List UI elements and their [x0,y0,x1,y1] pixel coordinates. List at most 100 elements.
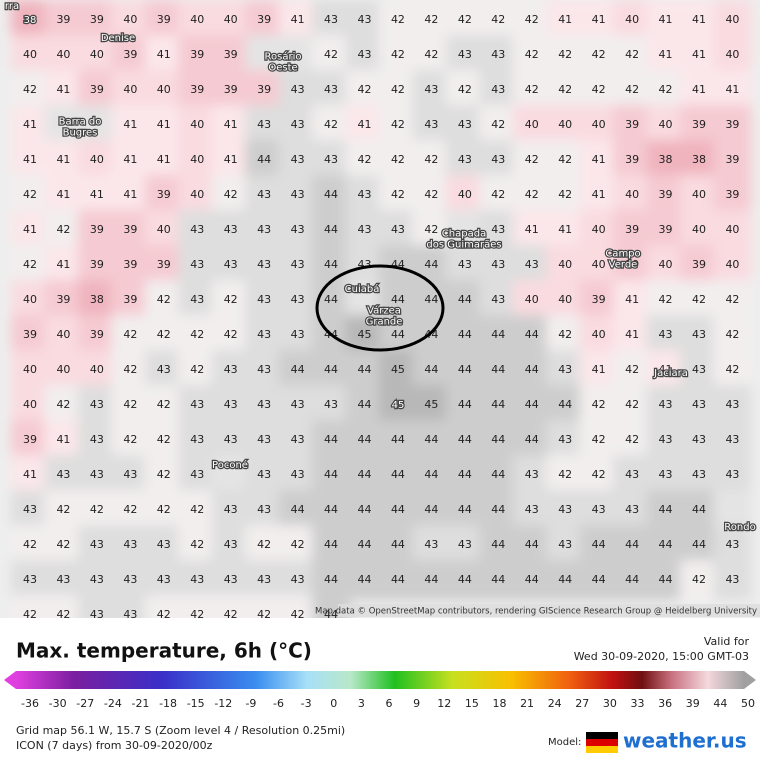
temp-value: 41 [692,83,706,96]
legend-title: Max. temperature, 6h (°C) [16,639,312,663]
temp-cell [278,280,317,320]
temp-value: 38 [659,153,673,166]
temp-cell [579,35,618,75]
temp-cell [412,350,451,390]
temp-value: 43 [190,573,204,586]
temp-value: 42 [123,363,137,376]
temp-cell [11,35,49,75]
place-labels: rra Denise Rosário Oeste Barra do Bugres Chapa… [4,0,757,534]
temp-value: 40 [23,293,37,306]
temp-value: 44 [358,433,372,446]
temp-cell [579,70,618,110]
temp-cell [312,525,351,565]
temp-value: 39 [90,13,104,26]
temp-cell [412,140,451,180]
temp-value: 42 [23,188,37,201]
grid-info: Grid map 56.1 W, 15.7 S (Zoom level 4 / … [16,724,345,737]
temp-cell [77,315,116,355]
temp-value: 39 [625,258,639,271]
brand: weather.us [623,729,747,753]
place-label: Chapada dos Guimarães [426,229,501,251]
temp-cell [345,70,384,110]
temp-cell [579,245,618,285]
temp-value: 42 [358,153,372,166]
temp-value: 42 [424,48,438,61]
temp-cell [646,140,685,180]
temp-cell [646,175,685,215]
temp-cell [44,525,83,565]
temp-cell [713,525,752,565]
temp-cell [245,525,284,565]
temp-cell [245,280,284,320]
temp-cell [345,105,384,145]
label-line: Grande [366,317,403,328]
temp-cell [512,525,551,565]
value-grid: 38 39 39 40 39 40 40 39 41 43 43 42 42 42 42 42 41 41 40 41… [22,13,739,621]
temp-value: 42 [525,188,539,201]
temp-value: 40 [190,118,204,131]
temp-cell [613,210,652,250]
temp-cell [546,175,585,215]
temp-value: 44 [391,433,405,446]
temp-cell [312,350,351,390]
temp-cell [44,455,83,495]
temp-value: 39 [592,293,606,306]
temp-value: 40 [90,153,104,166]
colorbar-label: 27 [575,697,589,710]
temp-value: 43 [491,83,505,96]
temp-value: 41 [625,328,639,341]
temp-cell [713,140,752,180]
temp-cell [713,560,752,600]
temp-cell [713,490,752,530]
temp-cell [178,105,217,145]
temp-cell [646,105,685,145]
temp-cell [144,105,183,145]
temp-value: 44 [458,293,472,306]
temp-cell [211,350,250,390]
temp-cell [178,455,217,495]
temp-cell [512,140,551,180]
temp-value: 43 [692,468,706,481]
temp-cell [312,70,351,110]
temp-cell [211,140,250,180]
temp-value: 43 [190,433,204,446]
temp-value: 41 [123,118,137,131]
temp-value: 39 [123,258,137,271]
temp-value: 42 [625,433,639,446]
flag-stripe [586,732,618,739]
colorbar-label: 44 [713,697,727,710]
temp-value: 44 [525,363,539,376]
temp-value: 44 [458,363,472,376]
temp-value: 42 [424,188,438,201]
temp-cell [713,385,752,425]
temp-value: 44 [525,538,539,551]
colorbar-label: 0 [330,697,337,710]
temp-cell [378,35,417,75]
temp-cell [546,70,585,110]
temp-value: 42 [224,293,238,306]
temp-value: 43 [659,433,673,446]
temp-value: 40 [725,223,739,236]
temp-cell [445,315,484,355]
temp-value: 44 [625,573,639,586]
temp-value: 43 [257,188,271,201]
temp-cell [512,175,551,215]
temp-cell [211,385,250,425]
temp-value: 42 [725,328,739,341]
colorbar-label: 39 [686,697,700,710]
temp-cell [44,0,83,40]
temp-value: 45 [391,363,405,376]
temp-cell [312,560,351,600]
temp-value: 39 [659,188,673,201]
temp-cell [479,385,518,425]
temp-value: 43 [558,538,572,551]
temp-cell [178,280,217,320]
temp-value: 41 [157,48,171,61]
temp-value: 41 [659,363,673,376]
temp-cell [680,0,718,40]
temp-cell [680,210,718,250]
temp-value: 40 [90,48,104,61]
temp-value: 44 [324,258,338,271]
temp-value: 42 [157,433,171,446]
temp-cell [579,525,618,565]
